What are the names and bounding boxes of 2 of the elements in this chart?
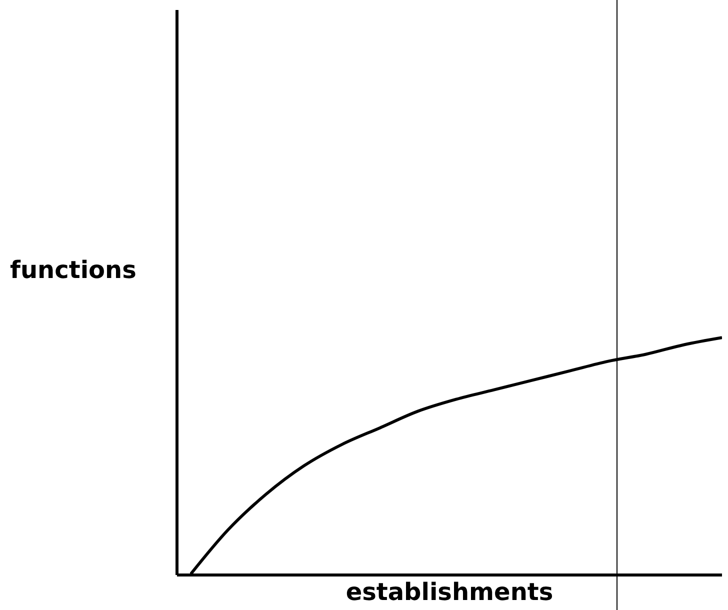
y-axis-title: functions <box>10 256 136 284</box>
x-axis-title: establishments <box>346 578 554 606</box>
